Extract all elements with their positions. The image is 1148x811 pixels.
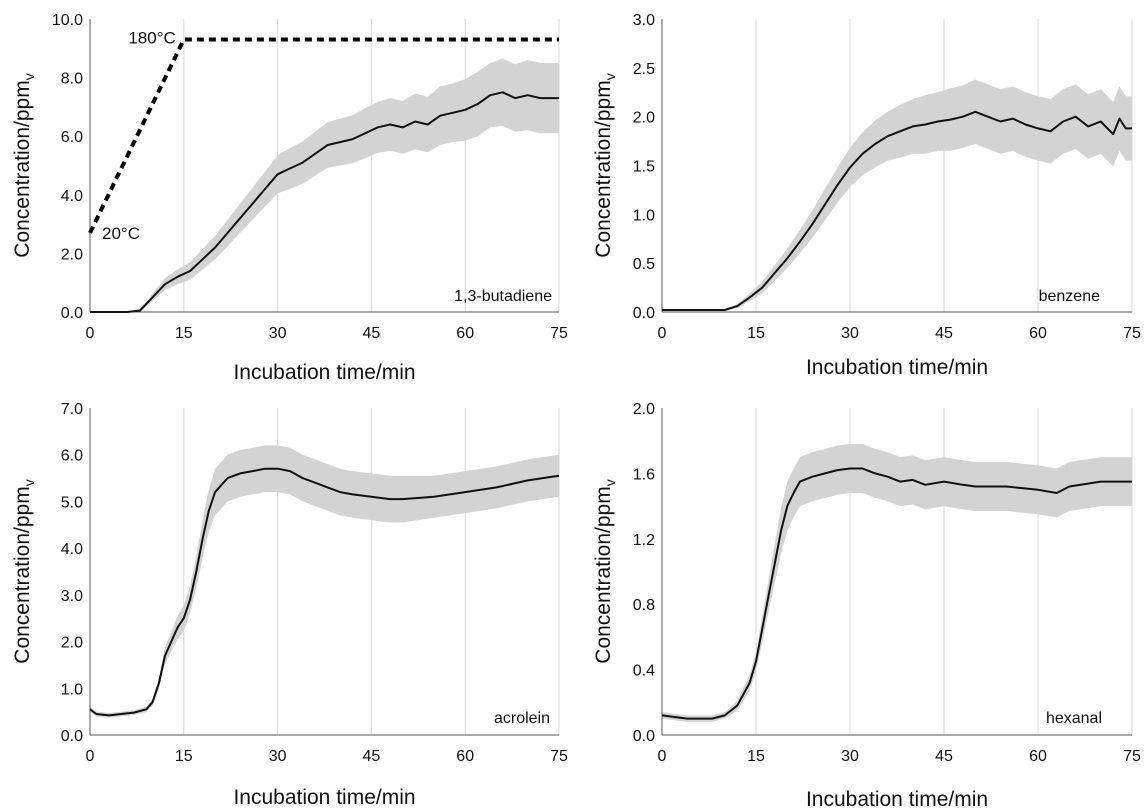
y-tick-label: 8.0 [61, 71, 83, 88]
y-tick-label: 4.0 [61, 188, 83, 205]
y-tick-label: 1.6 [633, 466, 655, 483]
x-tick-label: 45 [935, 748, 953, 765]
y-tick-label: 0.0 [61, 305, 83, 322]
x-axis-label: Incubation time/min [806, 356, 988, 379]
compound-label: 1,3-butadiene [454, 288, 552, 305]
x-axis-label: Incubation time/min [806, 788, 988, 811]
x-tick-label: 15 [175, 748, 193, 765]
x-tick-label: 15 [747, 325, 765, 342]
y-tick-label: 5.0 [61, 494, 83, 511]
chart-panel-benzene: 0 15 30 45 60 75 0.0 0.5 1.0 1.5 2.0 2.5 3.0 Incubati… [592, 12, 1141, 379]
x-tick-label: 30 [841, 748, 859, 765]
y-tick-label: 0.0 [61, 728, 83, 745]
x-tick-label: 15 [747, 748, 765, 765]
y-tick-label: 2.0 [61, 246, 83, 263]
x-tick-label: 45 [363, 748, 381, 765]
y-tick-label: 2.0 [633, 401, 655, 418]
y-tick-label: 1.5 [633, 159, 655, 176]
y-tick-label: 2.5 [633, 61, 655, 78]
y-tick-label: 3.0 [633, 12, 655, 29]
x-tick-label: 60 [1029, 325, 1047, 342]
y-tick-label: 2.0 [633, 110, 655, 127]
compound-label: acrolein [494, 710, 550, 727]
chart-panel-acrolein: 0 15 30 45 60 75 0.0 1.0 2.0 3.0 4.0 5.0 6.0 7.0 Incub… [11, 401, 568, 809]
x-axis-label: Incubation time/min [233, 786, 415, 809]
chart-panel-1,3-butadiene: 0 15 30 45 60 75 0.0 2.0 4.0 6.0 8.0 10.0 Incubation… [11, 12, 568, 384]
y-tick-label: 0.5 [633, 256, 655, 273]
y-tick-label: 1.0 [633, 207, 655, 224]
x-tick-label: 45 [363, 325, 381, 342]
y-tick-label: 7.0 [61, 401, 83, 418]
uncertainty-band [662, 79, 1132, 311]
x-tick-label: 0 [86, 748, 95, 765]
x-tick-label: 60 [1029, 748, 1047, 765]
uncertainty-band [662, 444, 1132, 722]
series-line [661, 467, 1132, 720]
y-tick-label: 1.0 [61, 681, 83, 698]
series-line [90, 91, 559, 313]
x-tick-label: 75 [550, 325, 568, 342]
x-tick-label: 15 [175, 325, 193, 342]
x-tick-label: 75 [1123, 325, 1141, 342]
x-tick-label: 0 [658, 748, 667, 765]
y-tick-label: 10.0 [52, 12, 83, 29]
series-line [662, 110, 1132, 311]
y-axis-label: Concentration/ppmv [11, 73, 37, 257]
x-tick-label: 0 [86, 325, 95, 342]
y-tick-label: 6.0 [61, 129, 83, 146]
series-line [89, 467, 560, 717]
x-tick-label: 60 [456, 748, 474, 765]
x-tick-label: 30 [269, 325, 287, 342]
y-axis-label: Concentration/ppmv [592, 479, 618, 663]
compound-label: benzene [1039, 288, 1100, 305]
x-tick-label: 60 [456, 325, 474, 342]
y-tick-label: 2.0 [61, 635, 83, 652]
x-tick-label: 30 [841, 325, 859, 342]
y-tick-label: 1.2 [633, 532, 655, 549]
x-tick-label: 75 [1123, 748, 1141, 765]
y-tick-label: 0.0 [633, 305, 655, 322]
y-axis-label: Concentration/ppmv [592, 73, 618, 257]
y-tick-label: 0.4 [633, 663, 655, 680]
x-tick-label: 75 [550, 748, 568, 765]
y-tick-label: 4.0 [61, 541, 83, 558]
y-axis-label: Concentration/ppmv [11, 479, 37, 663]
y-tick-label: 0.8 [633, 597, 655, 614]
x-axis-label: Incubation time/min [233, 361, 415, 384]
y-tick-label: 3.0 [61, 588, 83, 605]
x-tick-label: 30 [269, 748, 287, 765]
x-tick-label: 45 [935, 325, 953, 342]
x-tick-label: 0 [658, 325, 667, 342]
uncertainty-band [90, 58, 559, 312]
temp-end-label: 180°C [128, 29, 175, 48]
temp-start-label: 20°C [102, 224, 140, 243]
y-tick-label: 6.0 [61, 448, 83, 465]
chart-panel-hexanal: 0 15 30 45 60 75 0.0 0.4 0.8 1.2 1.6 2.0 Incubation … [592, 401, 1141, 811]
compound-label: hexanal [1046, 710, 1102, 727]
y-tick-label: 0.0 [633, 728, 655, 745]
